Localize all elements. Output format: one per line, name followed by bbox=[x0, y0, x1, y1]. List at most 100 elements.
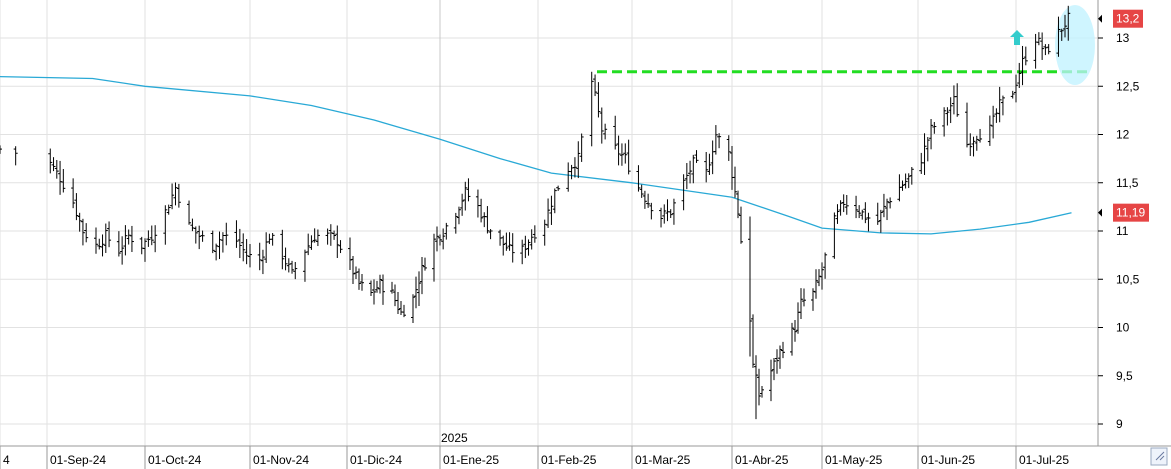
ohlc-bar bbox=[599, 107, 604, 144]
ohlc-bar bbox=[646, 193, 651, 208]
ohlc-bar bbox=[978, 128, 983, 143]
ohlc-bar bbox=[306, 233, 311, 256]
ohlc-bar bbox=[501, 235, 506, 256]
moving-average-layer bbox=[0, 75, 1072, 235]
ohlc-bar bbox=[420, 257, 424, 295]
ohlc-bar bbox=[885, 198, 890, 221]
ohlc-bar bbox=[381, 274, 385, 305]
ohlc-bar bbox=[971, 136, 976, 157]
ohlc-bar bbox=[626, 139, 631, 175]
ohlc-bar bbox=[974, 135, 979, 151]
ma-badge bbox=[1113, 203, 1149, 222]
ohlc-bar bbox=[814, 269, 818, 299]
x-tick-label: 01-May-25 bbox=[825, 453, 883, 467]
ohlc-bar bbox=[823, 252, 828, 279]
ohlc-bar bbox=[549, 195, 554, 225]
ohlc-bar bbox=[688, 160, 693, 184]
ohlc-bar bbox=[328, 224, 333, 246]
ohlc-bar bbox=[257, 242, 262, 271]
ohlc-bar bbox=[120, 236, 125, 265]
x-tick-label: 01-Dic-24 bbox=[350, 453, 402, 467]
ohlc-bar bbox=[402, 304, 406, 318]
ohlc-bar bbox=[507, 232, 512, 251]
ohlc-bar bbox=[1014, 74, 1018, 103]
ohlc-bar bbox=[1063, 14, 1067, 38]
ohlc-bar bbox=[126, 229, 131, 245]
ohlc-bar bbox=[623, 143, 628, 164]
ohlc-bar bbox=[542, 219, 547, 246]
ohlc-bar bbox=[360, 273, 364, 291]
ohlc-bar bbox=[841, 194, 846, 213]
ohlc-bar bbox=[351, 255, 355, 284]
x-tick-label: 01-Mar-25 bbox=[635, 453, 691, 467]
ohlc-bar bbox=[751, 314, 755, 368]
ohlc-bar bbox=[423, 257, 427, 271]
ohlc-bar bbox=[707, 153, 712, 175]
ohlc-bar bbox=[280, 229, 285, 270]
ohlc-bar bbox=[479, 198, 484, 223]
x-tick-label: 01-Sep-24 bbox=[50, 453, 106, 467]
gridlines bbox=[0, 0, 1098, 446]
ohlc-bar bbox=[863, 202, 868, 224]
ohlc-bar bbox=[844, 194, 849, 215]
ohlc-bar bbox=[778, 345, 782, 369]
ohlc-bar bbox=[955, 83, 960, 117]
ohlc-bar bbox=[504, 232, 509, 251]
year-label: 2025 bbox=[441, 431, 468, 445]
ohlc-bar bbox=[775, 349, 779, 374]
ohlc-bar bbox=[107, 221, 112, 248]
ohlc-bar bbox=[293, 261, 298, 280]
ohlc-bar bbox=[576, 141, 581, 179]
ohlc-bar bbox=[968, 133, 973, 156]
ohlc-bar bbox=[875, 202, 880, 225]
ohlc-bar bbox=[411, 294, 415, 323]
ohlc-bar bbox=[556, 185, 561, 191]
ohlc-bar bbox=[54, 160, 59, 179]
ohlc-bar bbox=[668, 209, 673, 218]
ohlc-bar bbox=[616, 135, 621, 166]
ohlc-bar bbox=[116, 231, 121, 257]
ohlc-bar bbox=[441, 228, 446, 250]
ohlc-bar bbox=[372, 279, 376, 305]
ohlc-bar bbox=[790, 322, 794, 356]
ohlc-bar bbox=[991, 105, 996, 139]
ohlc-bar bbox=[572, 157, 577, 178]
ohlc-bar bbox=[210, 230, 215, 254]
ohlc-bar bbox=[642, 190, 647, 209]
ohlc-bar bbox=[1000, 95, 1005, 116]
ohlc-bar bbox=[13, 146, 18, 166]
ohlc-bar bbox=[414, 276, 418, 309]
ohlc-bar bbox=[485, 206, 490, 234]
ohlc-bar bbox=[589, 71, 594, 147]
x-tick-label: 01-Jun-25 bbox=[921, 453, 975, 467]
ohlc-bar bbox=[61, 169, 66, 193]
ohlc-bar bbox=[332, 230, 337, 240]
ohlc-bar bbox=[748, 216, 752, 357]
ohlc-bar bbox=[1046, 44, 1051, 55]
ohlc-bar bbox=[149, 225, 154, 246]
ohlc-bar bbox=[270, 232, 275, 246]
ohlc-bar bbox=[51, 157, 56, 172]
ohlc-bar bbox=[193, 226, 198, 244]
ohlc-bar bbox=[173, 182, 178, 206]
ohlc-bar bbox=[520, 239, 525, 265]
ohlc-bar bbox=[244, 239, 249, 265]
ohlc-bar bbox=[526, 239, 531, 256]
ohlc-bar bbox=[463, 181, 468, 211]
ohlc-bar bbox=[613, 115, 618, 150]
ohlc-bar bbox=[283, 247, 288, 271]
ohlc-bar bbox=[619, 143, 624, 166]
ohlc-bar bbox=[488, 229, 493, 240]
ma-pointer bbox=[1098, 208, 1102, 217]
y-axis: 9 9,5 10 10,5 11 11,5 12 12,5 13 13,2 11,19 bbox=[1097, 0, 1149, 446]
ohlc-bar bbox=[153, 225, 158, 253]
ohlc-bar bbox=[166, 204, 171, 215]
ohlc-bar bbox=[769, 359, 773, 402]
ohlc-bar bbox=[781, 341, 785, 359]
ohlc-bar bbox=[260, 249, 265, 275]
ohlc-bar bbox=[1066, 5, 1071, 41]
ohlc-bar bbox=[100, 234, 105, 257]
ohlc-bar bbox=[378, 274, 382, 294]
